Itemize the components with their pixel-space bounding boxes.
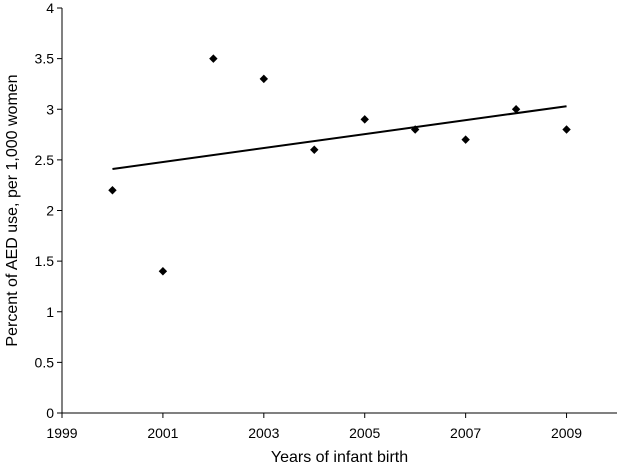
data-point xyxy=(461,135,470,144)
axes xyxy=(61,8,617,414)
ticks: 0 0.5 1 1.5 2 2.5 3 3.5 4 1999 2001 2003 2005 2007 200… xyxy=(35,0,583,441)
x-tick-label: 2001 xyxy=(147,425,178,441)
y-tick-label: 1 xyxy=(46,304,54,320)
y-tick-label: 0.5 xyxy=(35,354,55,370)
data-point xyxy=(108,186,117,195)
y-axis-label: Percent of AED use, per 1,000 women xyxy=(4,74,21,346)
data-point xyxy=(310,145,319,154)
x-axis-label: Years of infant birth xyxy=(271,449,408,466)
y-tick-label: 0 xyxy=(46,405,54,421)
y-tick-label: 1.5 xyxy=(35,253,55,269)
data-point xyxy=(562,125,571,134)
y-tick-label: 3.5 xyxy=(35,51,55,67)
y-tick-label: 2.5 xyxy=(35,152,55,168)
trendline-group xyxy=(112,105,567,170)
data-point xyxy=(410,125,420,134)
x-tick-label: 2009 xyxy=(551,425,582,441)
data-point xyxy=(209,54,218,63)
data-point xyxy=(360,115,369,124)
data-point xyxy=(511,105,521,114)
x-tick-label: 2005 xyxy=(349,425,380,441)
y-tick-label: 2 xyxy=(46,203,54,219)
x-tick-label: 2007 xyxy=(450,425,481,441)
data-point xyxy=(259,74,269,84)
data-point xyxy=(158,267,168,276)
data-points xyxy=(108,54,571,276)
x-tick-label: 2003 xyxy=(248,425,279,441)
trendline xyxy=(112,105,567,170)
y-tick-label: 3 xyxy=(46,101,54,117)
y-tick-label: 4 xyxy=(46,0,54,16)
x-tick-label: 1999 xyxy=(46,425,77,441)
